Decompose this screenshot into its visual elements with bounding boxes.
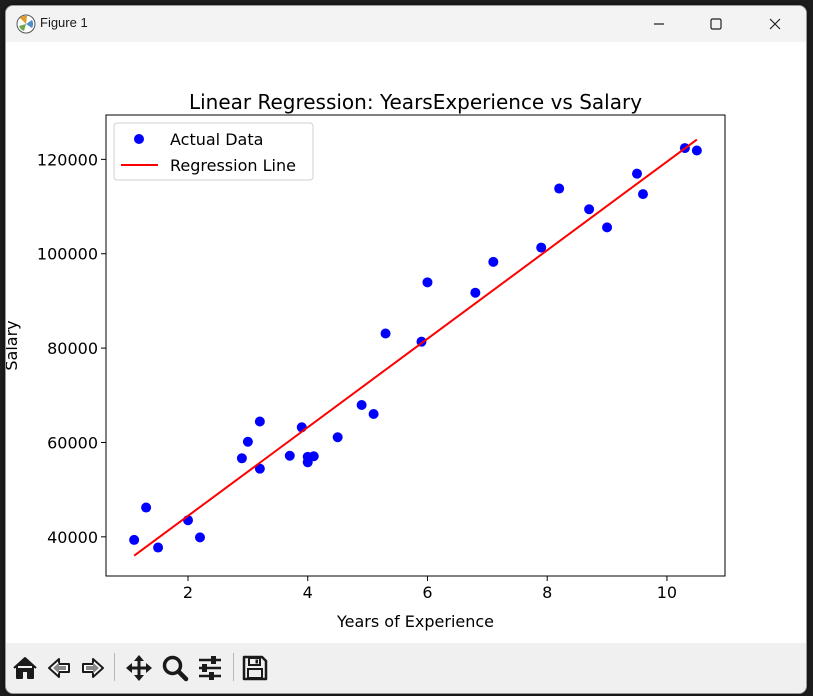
arrow-right-icon: [82, 658, 104, 678]
x-tick-label: 4: [303, 583, 313, 602]
toolbar-separator: [233, 653, 234, 681]
chart-title: Linear Regression: YearsExperience vs Sa…: [189, 90, 642, 114]
forward-button[interactable]: [77, 652, 109, 684]
x-tick-label: 8: [542, 583, 552, 602]
x-tick-label: 6: [422, 583, 432, 602]
minimize-button[interactable]: [636, 6, 682, 42]
save-button[interactable]: [239, 652, 271, 684]
data-point: [284, 450, 295, 461]
pan-button[interactable]: [123, 652, 155, 684]
minimize-icon: [654, 23, 664, 25]
window-title: Figure 1: [40, 15, 88, 30]
data-point: [141, 502, 152, 513]
legend-box: [113, 122, 314, 181]
data-point: [368, 409, 379, 420]
navigation-toolbar: [6, 643, 806, 693]
toolbar-separator: [114, 653, 115, 681]
data-point: [254, 463, 265, 474]
legend-label: Regression Line: [170, 156, 296, 175]
floppy-disk-icon: [242, 655, 268, 681]
data-point: [691, 145, 702, 156]
home-icon: [13, 657, 37, 679]
maximize-icon: [710, 18, 722, 30]
legend-marker-actual: [134, 134, 144, 144]
data-point: [380, 328, 391, 339]
back-button[interactable]: [43, 652, 75, 684]
move-icon: [126, 655, 152, 681]
axes-frame: [105, 114, 726, 577]
data-point: [153, 542, 164, 553]
close-button[interactable]: [752, 6, 798, 42]
data-point: [308, 451, 319, 462]
magnifier-icon: [162, 655, 189, 682]
configure-subplots-button[interactable]: [194, 652, 226, 684]
data-point: [536, 242, 547, 253]
data-point: [631, 168, 642, 179]
data-point: [356, 400, 367, 411]
legend-label: Actual Data: [170, 130, 263, 149]
title-bar[interactable]: Figure 1: [6, 6, 806, 42]
x-tick-label: 2: [183, 583, 193, 602]
y-tick-label: 40000: [47, 528, 98, 547]
data-point: [332, 432, 343, 443]
y-tick-label: 100000: [37, 245, 98, 264]
y-tick-label: 120000: [37, 150, 98, 169]
figure-window: Figure 1 Linear Regression: YearsExperie…: [5, 5, 807, 694]
regression-line: [133, 138, 698, 557]
data-point: [129, 534, 140, 545]
x-axis-label: Years of Experience: [336, 612, 494, 631]
data-point: [470, 287, 481, 298]
arrow-left-icon: [48, 658, 70, 678]
data-point: [422, 277, 433, 288]
data-point: [194, 532, 205, 543]
close-icon: [769, 18, 781, 30]
data-point: [637, 189, 648, 200]
home-button[interactable]: [9, 652, 41, 684]
y-tick-label: 60000: [47, 433, 98, 452]
maximize-button[interactable]: [693, 6, 739, 42]
matplotlib-logo-icon: [16, 14, 36, 34]
y-tick-label: 80000: [47, 339, 98, 358]
data-point: [254, 416, 265, 427]
sliders-icon: [199, 656, 221, 680]
x-tick-label: 10: [657, 583, 677, 602]
y-axis-label: Salary: [6, 320, 21, 370]
data-point: [554, 183, 565, 194]
data-point: [584, 204, 595, 215]
zoom-button[interactable]: [159, 652, 191, 684]
figure-canvas: Linear Regression: YearsExperience vs Sa…: [6, 90, 726, 631]
data-point: [602, 222, 613, 233]
data-point: [242, 436, 253, 447]
data-point: [236, 453, 247, 464]
data-point: [488, 256, 499, 267]
